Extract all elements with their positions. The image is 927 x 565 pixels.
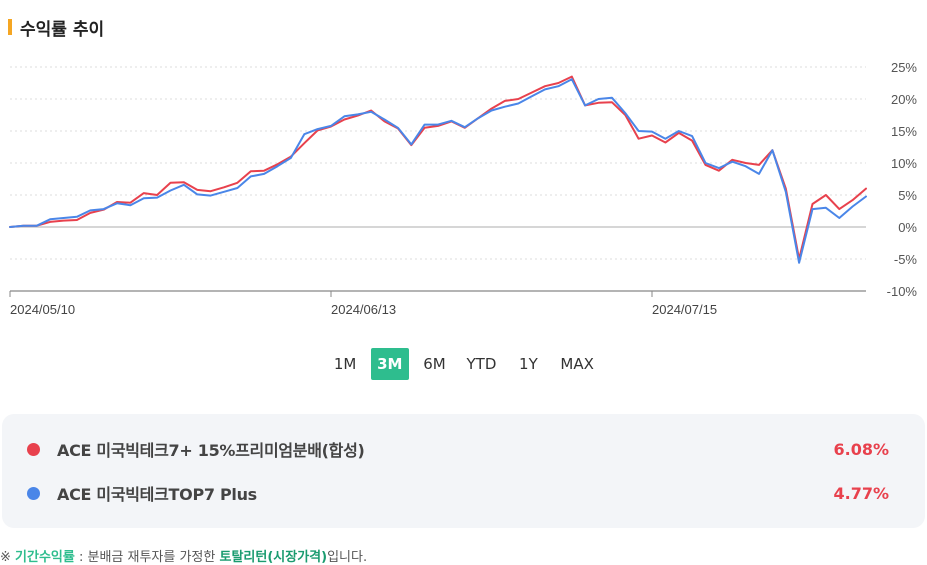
legend-panel: ACE 미국빅테크7+ 15%프리미엄분배(합성) 6.08% ACE 미국빅테…: [2, 414, 925, 528]
legend-row-series-2: ACE 미국빅테크TOP7 Plus 4.77%: [2, 481, 925, 505]
return-trend-chart: 25% 20% 15% 10% 5% 0% -5% -10% 2024/05/10 2024/06…: [9, 60, 918, 317]
series-line-1: [9, 75, 867, 260]
legend-row-series-1: ACE 미국빅테크7+ 15%프리미엄분배(합성) 6.08%: [2, 437, 925, 461]
legend-return-series-1: 6.08%: [833, 439, 889, 459]
legend-dot-series-2: [27, 486, 40, 500]
section-title: 수익률 추이: [20, 19, 105, 40]
x-tick-label: 2024/05/10: [10, 302, 75, 317]
y-tick-label: 15%: [891, 124, 917, 139]
series-line-2: [9, 78, 867, 264]
footnote-middle: : 분배금 재투자를 가정한: [74, 550, 220, 565]
x-tick-label: 2024/06/13: [331, 302, 396, 317]
period-button-ytd[interactable]: YTD: [466, 355, 497, 373]
period-button-3m[interactable]: 3M: [371, 348, 409, 380]
x-tick-label: 2024/07/15: [652, 302, 717, 317]
period-button-6m[interactable]: 6M: [423, 355, 446, 373]
period-button-max[interactable]: MAX: [560, 355, 594, 373]
footnote-emph: 토탈리턴(시장가격): [219, 550, 328, 565]
y-tick-label: 25%: [891, 60, 917, 75]
legend-name-series-2: ACE 미국빅테크TOP7 Plus: [57, 485, 257, 504]
y-tick-label: 10%: [891, 156, 917, 171]
y-tick-label: -5%: [894, 252, 918, 267]
y-tick-label: 5%: [898, 188, 917, 203]
period-selector: 1M 3M 6M YTD 1Y MAX: [0, 348, 927, 380]
y-tick-label: -10%: [887, 284, 918, 299]
footnote-suffix: 입니다.: [327, 550, 368, 565]
y-tick-label: 0%: [898, 220, 917, 235]
legend-name-series-1: ACE 미국빅테크7+ 15%프리미엄분배(합성): [57, 441, 365, 460]
footnote-term: 기간수익률: [15, 550, 75, 565]
section-header: 수익률 추이: [8, 16, 105, 40]
legend-dot-series-1: [27, 442, 40, 456]
y-tick-label: 20%: [891, 92, 917, 107]
footnote-prefix: ※: [0, 550, 16, 565]
footnote: ※ 기간수익률 : 분배금 재투자를 가정한 토탈리턴(시장가격)입니다.: [0, 546, 367, 565]
period-button-1m[interactable]: 1M: [333, 355, 357, 373]
period-button-1y[interactable]: 1Y: [519, 355, 538, 373]
legend-return-series-2: 4.77%: [833, 483, 889, 503]
header-accent-bar: [8, 19, 12, 35]
